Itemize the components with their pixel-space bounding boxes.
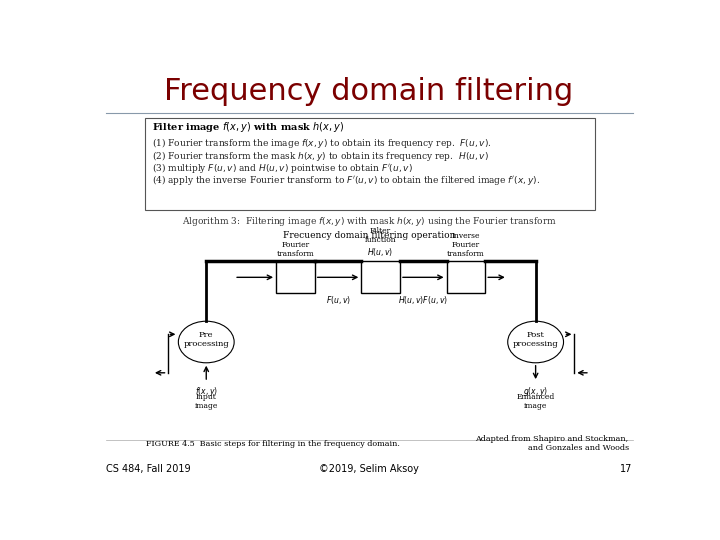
Text: Frequency domain filtering: Frequency domain filtering bbox=[164, 77, 574, 106]
Text: Adapted from Shapiro and Stockman,
and Gonzales and Woods: Adapted from Shapiro and Stockman, and G… bbox=[475, 435, 629, 452]
Text: $g(x, y)$: $g(x, y)$ bbox=[523, 385, 548, 398]
Text: $H(u, v)F(u, v)$: $H(u, v)F(u, v)$ bbox=[398, 294, 448, 306]
Text: (1) Fourier transform the image $f(x, y)$ to obtain its frequency rep.  $F(u, v): (1) Fourier transform the image $f(x, y)… bbox=[152, 136, 492, 150]
Text: Post
processing: Post processing bbox=[513, 331, 559, 348]
Text: Algorithm 3:  Filtering image $f(x, y)$ with mask $h(x, y)$ using the Fourier tr: Algorithm 3: Filtering image $f(x, y)$ w… bbox=[181, 214, 557, 228]
FancyBboxPatch shape bbox=[276, 261, 315, 294]
Text: 17: 17 bbox=[620, 464, 632, 474]
Text: Inverse
Fourier
transform: Inverse Fourier transform bbox=[447, 232, 485, 258]
Text: CS 484, Fall 2019: CS 484, Fall 2019 bbox=[106, 464, 190, 474]
Text: ©2019, Selim Aksoy: ©2019, Selim Aksoy bbox=[319, 464, 419, 474]
Text: (4) apply the inverse Fourier transform to $F'(u, v)$ to obtain the filtered ima: (4) apply the inverse Fourier transform … bbox=[152, 173, 540, 187]
Text: $f(x, y)$: $f(x, y)$ bbox=[195, 385, 217, 398]
FancyBboxPatch shape bbox=[361, 261, 400, 294]
Text: Frecuency domain filtering operation: Frecuency domain filtering operation bbox=[283, 231, 455, 240]
Text: (3) multiply $F(u, v)$ and $H(u, v)$ pointwise to obtain $F'(u, v)$: (3) multiply $F(u, v)$ and $H(u, v)$ poi… bbox=[152, 161, 413, 175]
Text: Filter image $f(x, y)$ with mask $h(x, y)$: Filter image $f(x, y)$ with mask $h(x, y… bbox=[152, 120, 344, 134]
FancyBboxPatch shape bbox=[145, 118, 595, 211]
Text: (2) Fourier transform the mask $h(x, y)$ to obtain its frequency rep.  $H(u, v)$: (2) Fourier transform the mask $h(x, y)$… bbox=[152, 148, 489, 163]
Text: Pre
processing: Pre processing bbox=[184, 331, 229, 348]
Text: $F(u, v)$: $F(u, v)$ bbox=[325, 294, 351, 306]
Ellipse shape bbox=[508, 321, 564, 363]
Text: Fourier
transform: Fourier transform bbox=[276, 241, 314, 258]
Text: Filter
function
$H(u, v)$: Filter function $H(u, v)$ bbox=[365, 227, 397, 258]
Text: Enhanced
image: Enhanced image bbox=[516, 393, 554, 410]
Ellipse shape bbox=[179, 321, 234, 363]
Text: FIGURE 4.5  Basic steps for filtering in the frequency domain.: FIGURE 4.5 Basic steps for filtering in … bbox=[145, 441, 400, 448]
Text: Input
image: Input image bbox=[194, 393, 218, 410]
FancyBboxPatch shape bbox=[446, 261, 485, 294]
